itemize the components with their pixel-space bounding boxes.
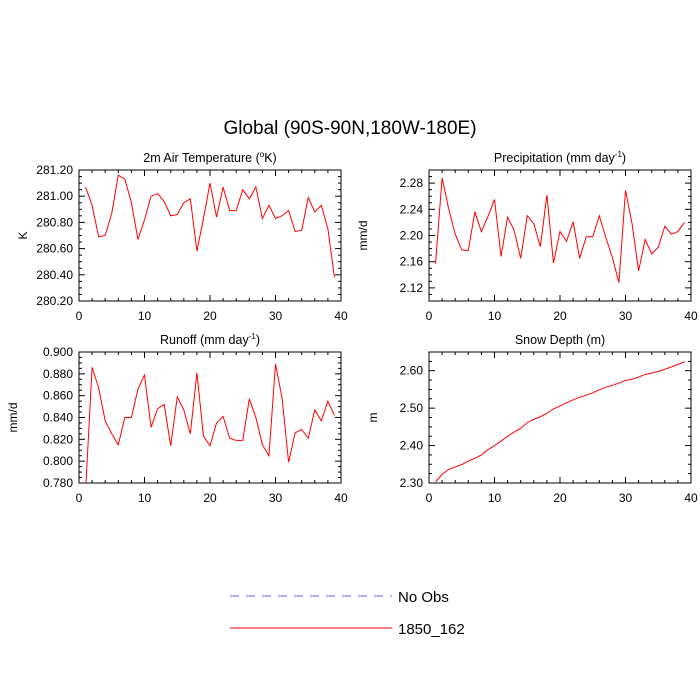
y-tick-label: 2.60 [400,364,424,378]
legend-label-2: 1850_162 [398,621,465,638]
y-tick-label: 2.28 [400,176,424,190]
panel-title-main: Precipitation (mm day [494,151,616,165]
series-line-1850_162 [435,361,685,483]
y-tick-label: 280.80 [36,215,73,229]
panel-title-tail: ) [256,333,260,347]
y-tick-label: 0.840 [43,411,73,425]
y-tick-label: 281.20 [36,163,73,177]
y-tick-label: 0.820 [43,432,73,446]
y-tick-label: 0.800 [43,454,73,468]
y-axis-label: mm/d [6,403,20,433]
x-tick-label: 30 [619,491,633,505]
panel-title: 2m Air Temperature (oK) [143,150,276,165]
x-tick-label: 20 [553,309,567,323]
x-tick-label: 40 [684,491,698,505]
panel-title-superscript: -1 [615,150,623,159]
x-tick-label: 0 [76,491,83,505]
y-axis-label: K [16,231,30,239]
y-tick-label: 0.880 [43,367,73,381]
chart-panel-1: 2m Air Temperature (oK) 0 10 20 30 40 280.20 28… [16,150,348,323]
x-tick-label: 0 [76,309,83,323]
y-tick-label: 2.16 [400,255,424,269]
x-tick-label: 20 [553,491,567,505]
y-axis-label: m [366,413,380,423]
y-axis-label: mm/d [356,221,370,251]
y-tick-label: 0.900 [43,345,73,359]
y-tick-label: 0.780 [43,476,73,490]
chart-panel-2: Precipitation (mm day-1) 0 10 20 30 40 2.12 2.1… [356,150,698,323]
series-line-1850_162 [435,177,685,283]
panel-title: Snow Depth (m) [515,333,605,347]
y-tick-label: 2.50 [400,401,424,415]
legend-label-1: No Obs [398,589,449,606]
y-tick-label: 280.60 [36,242,73,256]
x-tick-label: 40 [334,491,348,505]
x-tick-label: 0 [426,491,433,505]
figure-title: Global (90S-90N,180W-180E) [223,118,476,139]
y-tick-label: 0.860 [43,389,73,403]
chart-panel-3: Runoff (mm day-1) 0 10 20 30 40 0.780 0.800 0.82… [6,332,348,505]
panel-title-tail: ) [622,151,626,165]
plot-frame [428,351,692,484]
x-tick-label: 10 [138,309,152,323]
plot-frame [78,351,342,484]
panels: 2m Air Temperature (oK)0 10 20 30 40280.2028… [6,150,698,505]
panel-title-main: Snow Depth (m) [515,333,605,347]
x-tick-label: 30 [269,309,283,323]
y-tick-label: 2.12 [400,281,424,295]
panel-title-main: Runoff (mm day [160,333,249,347]
x-tick-label: 40 [334,309,348,323]
y-tick-label: 280.40 [36,268,73,282]
panel-title-tail: K) [264,151,277,165]
panel-title-superscript: -1 [249,332,257,341]
x-tick-label: 10 [488,491,502,505]
x-tick-label: 30 [619,309,633,323]
series-line-1850_162 [85,363,335,483]
y-tick-label: 2.24 [400,202,424,216]
panel-title-superscript: o [260,150,265,159]
x-tick-label: 20 [203,491,217,505]
panel-title-main: 2m Air Temperature ( [143,151,260,165]
y-tick-label: 281.00 [36,189,73,203]
x-tick-label: 20 [203,309,217,323]
x-tick-label: 40 [684,309,698,323]
y-tick-label: 2.30 [400,476,424,490]
y-tick-label: 280.20 [36,294,73,308]
chart-panel-4: Snow Depth (m) 0 10 20 30 40 2.30 2.40 2.50 2.60 m [366,333,698,505]
plot-frame [428,169,692,302]
y-tick-label: 2.20 [400,229,424,243]
legend: No Obs 1850_162 [230,589,465,638]
x-tick-label: 10 [488,309,502,323]
panel-title: Runoff (mm day-1) [160,332,260,347]
plot-frame [78,169,342,302]
panel-title: Precipitation (mm day-1) [494,150,626,165]
y-tick-label: 2.40 [400,439,424,453]
series-line-1850_162 [85,174,335,278]
x-tick-label: 10 [138,491,152,505]
x-tick-label: 30 [269,491,283,505]
x-tick-label: 0 [426,309,433,323]
